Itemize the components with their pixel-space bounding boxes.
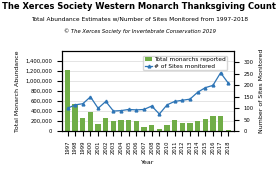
- Bar: [111, 121, 116, 131]
- Bar: [103, 118, 109, 131]
- # of Sites monitored: [97, 107, 100, 109]
- # of Sites monitored: [219, 72, 222, 74]
- Bar: [126, 120, 131, 131]
- # of Sites monitored: [66, 107, 69, 109]
- Bar: [149, 125, 154, 131]
- X-axis label: Year: Year: [141, 160, 155, 165]
- # of Sites monitored: [104, 100, 107, 102]
- Bar: [218, 116, 223, 131]
- Bar: [225, 130, 231, 131]
- Line: # of Sites monitored: # of Sites monitored: [66, 71, 230, 115]
- Bar: [73, 104, 78, 131]
- Y-axis label: Total Monarch Abundance: Total Monarch Abundance: [15, 50, 20, 132]
- Bar: [65, 69, 70, 131]
- # of Sites monitored: [135, 109, 138, 111]
- # of Sites monitored: [165, 104, 169, 106]
- # of Sites monitored: [188, 98, 192, 100]
- Bar: [157, 129, 162, 131]
- Bar: [164, 125, 170, 131]
- # of Sites monitored: [142, 108, 146, 111]
- Bar: [141, 127, 147, 131]
- Bar: [172, 120, 177, 131]
- Y-axis label: Number of Sites Monitored: Number of Sites Monitored: [259, 49, 264, 133]
- Bar: [180, 123, 185, 131]
- Bar: [210, 116, 216, 131]
- Bar: [80, 118, 85, 131]
- # of Sites monitored: [112, 110, 115, 112]
- Bar: [88, 112, 93, 131]
- # of Sites monitored: [196, 91, 199, 93]
- # of Sites monitored: [119, 109, 123, 112]
- Text: Total Abundance Estimates w/Number of Sites Monitored from 1997-2018: Total Abundance Estimates w/Number of Si…: [31, 16, 248, 21]
- # of Sites monitored: [204, 87, 207, 89]
- Bar: [134, 121, 139, 131]
- # of Sites monitored: [173, 100, 176, 102]
- Bar: [195, 121, 200, 131]
- # of Sites monitored: [127, 108, 130, 111]
- Bar: [203, 119, 208, 131]
- Text: © The Xerces Society for Invertebrate Conservation 2019: © The Xerces Society for Invertebrate Co…: [64, 29, 215, 34]
- # of Sites monitored: [89, 96, 92, 98]
- # of Sites monitored: [211, 84, 215, 86]
- Bar: [187, 123, 193, 131]
- Bar: [118, 120, 124, 131]
- # of Sites monitored: [158, 113, 161, 115]
- # of Sites monitored: [181, 99, 184, 101]
- # of Sites monitored: [73, 104, 77, 106]
- Bar: [95, 124, 101, 131]
- Legend: Total monarchs reported, # of Sites monitored: Total monarchs reported, # of Sites moni…: [143, 55, 227, 70]
- # of Sites monitored: [81, 103, 85, 105]
- # of Sites monitored: [227, 82, 230, 84]
- Text: The Xerces Society Western Monarch Thanksgiving Count: The Xerces Society Western Monarch Thank…: [3, 2, 276, 11]
- # of Sites monitored: [150, 105, 153, 107]
